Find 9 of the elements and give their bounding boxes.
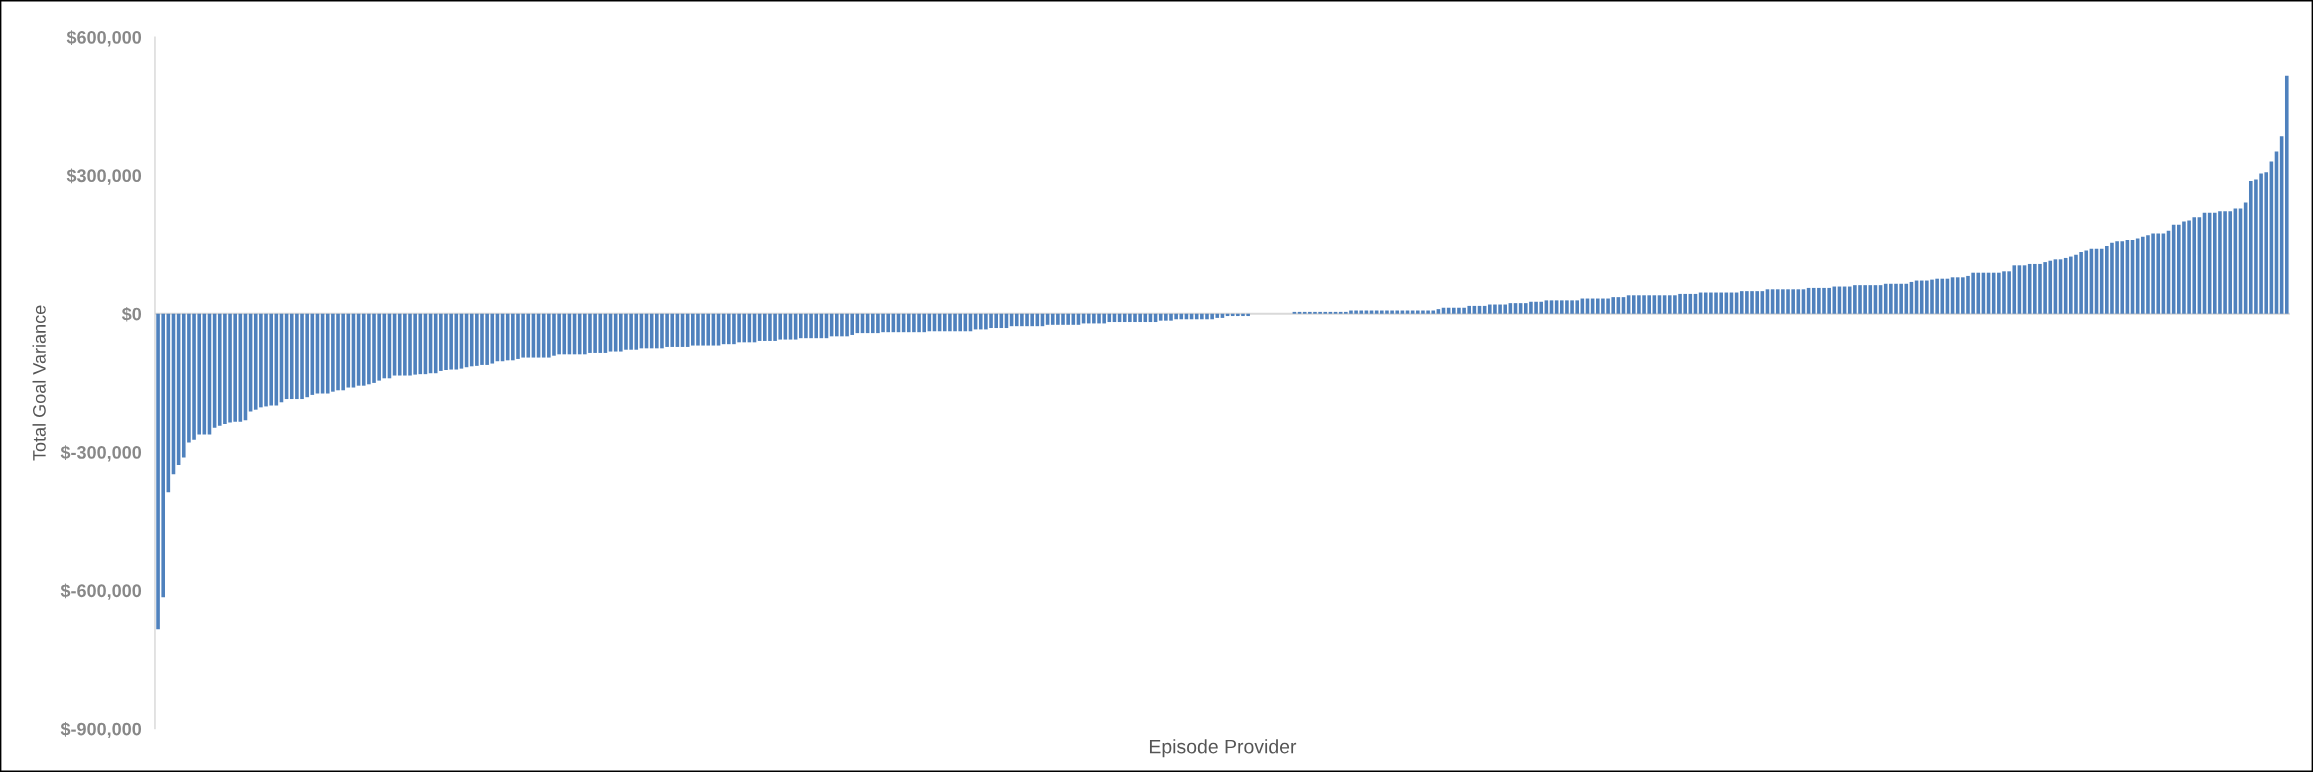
y-tick-label: $300,000 xyxy=(66,168,142,185)
y-tick-label: $-900,000 xyxy=(60,721,142,739)
y-tick-label: $-600,000 xyxy=(60,583,142,600)
y-axis-title: Total Goal Variance xyxy=(32,305,46,461)
y-tick-label: $600,000 xyxy=(66,30,142,47)
x-axis-title: Episode Provider xyxy=(1149,739,1297,758)
bar xyxy=(2284,75,2289,314)
y-tick-label: $-300,000 xyxy=(60,445,142,462)
y-tick-label: $0 xyxy=(121,306,142,322)
